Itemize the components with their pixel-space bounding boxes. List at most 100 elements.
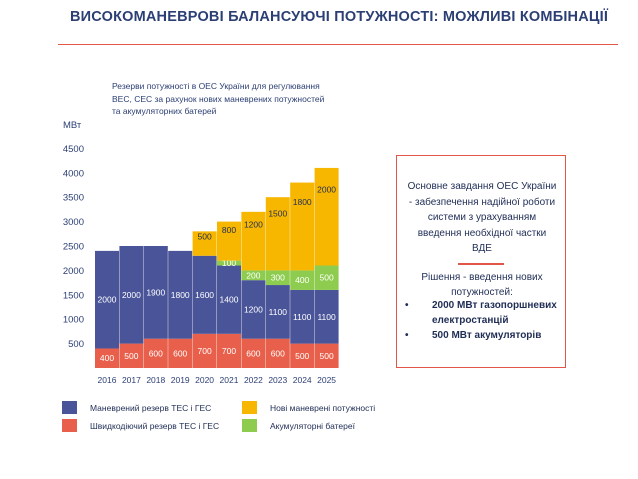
data-label: 1100 [293, 312, 312, 322]
bar-segment-new-maneuver [265, 197, 290, 271]
solution-item-gas: 2000 МВт газопоршневих електростанцій [403, 298, 563, 328]
data-label: 1400 [220, 295, 239, 305]
bar-segment-new-maneuver [217, 221, 241, 261]
data-label: 700 [198, 346, 212, 356]
data-label: 500 [124, 351, 138, 361]
data-label: 500 [320, 351, 334, 361]
info-box-divider [458, 263, 504, 265]
chart-subtitle: Резерви потужності в ОЕС України для рег… [112, 81, 325, 116]
bar-segment-maneuver [314, 289, 339, 344]
data-label: 200 [246, 270, 260, 280]
legend-swatch-fast [62, 419, 77, 432]
y-tick-label: 1000 [63, 315, 84, 326]
bar-segment-maneuver [217, 265, 241, 334]
x-tick-label: 2023 [268, 375, 287, 385]
data-label: 500 [198, 232, 212, 242]
data-label: 1900 [146, 287, 165, 297]
y-axis-label: МВт [63, 120, 82, 131]
x-tick-label: 2016 [98, 375, 117, 385]
data-label: 2000 [122, 290, 141, 300]
bar-segment-fast [168, 338, 193, 368]
y-tick-label: 500 [68, 339, 84, 350]
x-tick-label: 2021 [220, 375, 239, 385]
solution-item-battery: 500 МВт акумуляторів [403, 328, 563, 343]
bar-segment-battery [314, 265, 339, 290]
y-tick-label: 1500 [63, 290, 84, 301]
bar-segment-fast [192, 333, 217, 368]
bar-segment-fast [265, 338, 290, 368]
bar-segment-new-maneuver [241, 211, 266, 271]
data-label: 700 [222, 346, 236, 356]
legend-swatch-battery [242, 419, 257, 432]
data-label: 1500 [268, 208, 287, 218]
title-divider [58, 44, 618, 45]
main-task-text: Основне завдання ОЕС України - забезпече… [407, 181, 557, 254]
legend-label-new-maneuver: Нові маневрені потужності [270, 403, 376, 413]
bar-segment-maneuver [265, 285, 290, 339]
bar-segment-maneuver [95, 250, 119, 349]
y-tick-label: 3500 [63, 193, 84, 204]
data-label: 1800 [171, 290, 190, 300]
legend-item-fast: Швидкодіючий резерв ТЕС і ГЕС [62, 419, 252, 433]
x-tick-label: 2025 [317, 375, 336, 385]
x-tick-label: 2017 [122, 375, 141, 385]
x-tick-label: 2018 [146, 375, 165, 385]
y-tick-label: 2500 [63, 242, 84, 253]
data-label: 800 [222, 225, 236, 235]
solution-list: 2000 МВт газопоршневих електростанцій 50… [403, 298, 563, 343]
legend-label-maneuver: Маневрений резерв ТЕС і ГЕС [90, 403, 212, 413]
bar-segment-fast [119, 343, 144, 368]
bar-segment-fast [217, 333, 241, 368]
data-label: 400 [100, 353, 114, 363]
bar-segment-battery [265, 270, 290, 286]
bar-segment-fast [314, 343, 339, 368]
y-tick-label: 4000 [63, 168, 84, 179]
legend-label-fast: Швидкодіючий резерв ТЕС і ГЕС [90, 421, 220, 431]
bar-segment-battery [241, 270, 266, 281]
x-tick-label: 2024 [293, 375, 312, 385]
y-tick-label: 2000 [63, 266, 84, 277]
data-label: 2000 [317, 184, 336, 194]
legend-swatch-maneuver [62, 401, 77, 414]
data-label: 600 [149, 348, 163, 358]
data-label: 600 [246, 348, 260, 358]
data-label: 500 [295, 351, 309, 361]
bar-segment-battery [217, 260, 241, 266]
bar-segment-maneuver [192, 255, 217, 334]
legend-item-new-maneuver: Нові маневрені потужності [242, 401, 432, 415]
legend-swatch-new-maneuver [242, 401, 257, 414]
solution-text: Рішення - введення нових потужностей: [421, 272, 543, 298]
legend-label-battery: Акумуляторні батереї [270, 421, 355, 431]
data-label: 1100 [317, 312, 336, 322]
bar-segment-battery [290, 270, 315, 290]
x-tick-label: 2022 [244, 375, 263, 385]
bar-segment-fast [241, 338, 266, 368]
data-label: 1100 [269, 307, 288, 317]
bar-segment-maneuver [168, 250, 193, 339]
data-label: 300 [271, 273, 285, 283]
bar-segment-new-maneuver [290, 182, 315, 271]
x-tick-label: 2019 [171, 375, 190, 385]
legend-item-maneuver: Маневрений резерв ТЕС і ГЕС [62, 401, 252, 415]
bar-segment-new-maneuver [192, 231, 217, 256]
page-title: ВИСОКОМАНЕВРОВІ БАЛАНСУЮЧІ ПОТУЖНОСТІ: М… [70, 9, 609, 25]
bar-segment-fast [95, 348, 119, 368]
data-label: 600 [271, 348, 285, 358]
data-label: 1800 [293, 197, 312, 207]
data-label: 1600 [195, 290, 214, 300]
bar-segment-maneuver [143, 246, 168, 339]
bar-segment-fast [143, 338, 168, 368]
data-label: 500 [320, 273, 334, 283]
data-label: 1200 [244, 220, 263, 230]
info-box: Основне завдання ОЕС України - забезпече… [396, 155, 566, 368]
data-label: 2000 [98, 295, 117, 305]
y-tick-label: 4500 [63, 144, 84, 155]
data-label: 400 [295, 275, 309, 285]
bar-segment-fast [290, 343, 315, 368]
x-tick-label: 2020 [195, 375, 214, 385]
data-label: 1200 [244, 304, 263, 314]
data-label: 100 [222, 258, 236, 268]
bar-segment-maneuver [290, 289, 315, 344]
bar-segment-maneuver [119, 246, 144, 344]
